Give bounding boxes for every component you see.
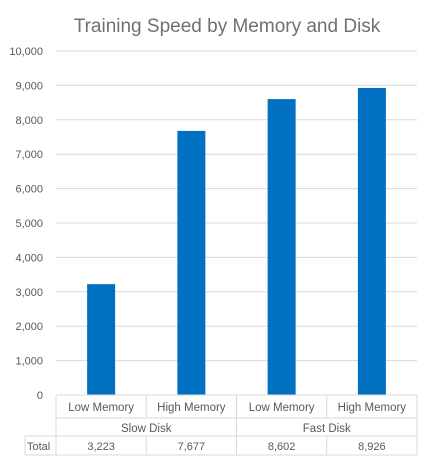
x-group-label: Slow Disk [121,423,172,435]
y-tick-label: 1,000 [15,356,43,368]
y-tick-label: 0 [37,390,43,402]
x-group-label: Fast Disk [303,423,351,435]
bar [357,87,386,395]
data-table: Low Memory High Memory Low Memory High Memo… [24,394,418,456]
y-tick-label: 10,000 [9,46,43,58]
bar [87,284,116,395]
table-value: 8,926 [358,441,386,453]
y-tick-label: 5,000 [15,218,43,230]
x-category-label: High Memory [157,402,226,414]
y-axis: 0 1,000 2,000 3,000 4,000 5,000 6,000 7,000 8,00… [9,46,43,402]
y-tick-label: 2,000 [15,321,43,333]
bars [87,87,386,396]
x-category-label: Low Memory [249,402,315,414]
y-tick-label: 9,000 [15,80,43,92]
bar [177,130,206,395]
y-tick-label: 6,000 [15,184,43,196]
y-tick-label: 3,000 [15,287,43,299]
table-value: 8,602 [268,441,296,453]
y-tick-label: 7,000 [15,149,43,161]
table-series-name: Total [27,441,50,453]
x-category-label: Low Memory [68,402,134,414]
gridlines [56,50,417,362]
chart-title: Training Speed by Memory and Disk [74,16,381,37]
bar [267,99,296,396]
y-tick-label: 8,000 [15,115,43,127]
x-category-label: High Memory [338,402,407,414]
y-tick-label: 4,000 [15,252,43,264]
table-value: 7,677 [178,441,206,453]
table-value: 3,223 [87,441,115,453]
